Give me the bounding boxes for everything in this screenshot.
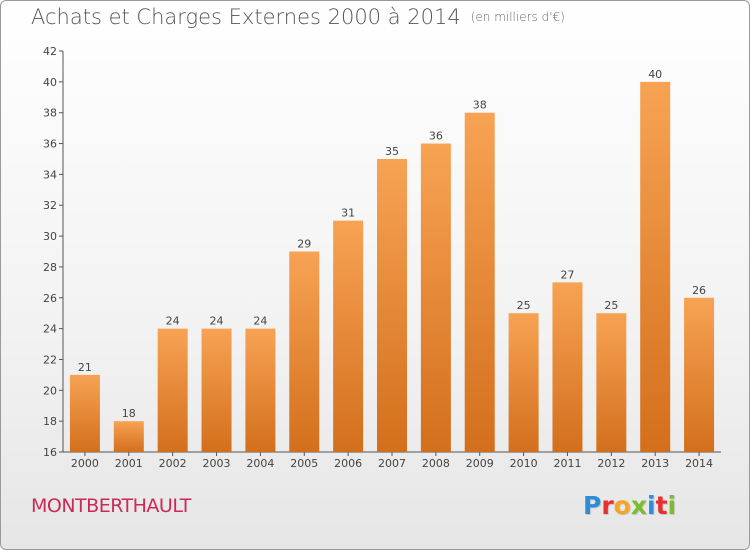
x-tick-label: 2001 [115, 457, 143, 470]
y-tick-label: 34 [43, 168, 57, 181]
data-label: 18 [122, 407, 136, 420]
bars [69, 81, 715, 453]
bar-2006 [333, 220, 364, 452]
y-tick-label: 32 [43, 199, 57, 212]
logo-letter: i [647, 491, 656, 520]
y-tick-label: 42 [43, 45, 57, 58]
data-label: 26 [692, 284, 706, 297]
x-tick-label: 2004 [246, 457, 274, 470]
x-tick-label: 2005 [290, 457, 318, 470]
bar-2001 [113, 421, 144, 452]
data-label: 36 [429, 130, 443, 143]
bar-2010 [508, 313, 539, 452]
bar-2013 [640, 81, 671, 452]
y-tick-label: 30 [43, 230, 57, 243]
bar-2007 [377, 158, 407, 452]
x-tick-label: 2007 [378, 457, 406, 470]
logo-letter: x [630, 491, 647, 520]
bar-2014 [684, 297, 715, 452]
bar-2012 [596, 313, 627, 452]
y-tick-label: 38 [43, 107, 57, 120]
data-label: 24 [210, 315, 224, 328]
bar-2002 [157, 328, 188, 452]
x-tick-label: 2008 [422, 457, 450, 470]
chart-title: Achats et Charges Externes 2000 à 2014 (e… [31, 5, 565, 29]
bar-2004 [245, 328, 276, 452]
data-label: 29 [297, 238, 311, 251]
data-label: 27 [560, 268, 574, 281]
data-label: 24 [253, 315, 267, 328]
data-label: 38 [473, 99, 487, 112]
y-tick-label: 18 [43, 415, 57, 428]
data-labels: 21 18 24 24 24 29 31 35 36 38 25 27 25 40 26 [78, 68, 706, 420]
y-tick-label: 20 [43, 384, 57, 397]
x-tick-label: 2003 [203, 457, 231, 470]
logo-letter: i [667, 491, 677, 520]
y-tick-label: 36 [43, 138, 57, 151]
x-tick-label: 2010 [510, 457, 538, 470]
data-label: 31 [341, 207, 355, 220]
title-text: Achats et Charges Externes 2000 à 2014 [31, 5, 461, 29]
x-tick-label: 2002 [159, 457, 187, 470]
y-tick-label: 24 [43, 323, 57, 336]
place-name: MONTBERTHAULT [31, 495, 191, 517]
chart-subtitle: (en milliers d'€) [470, 10, 565, 24]
data-label: 40 [648, 68, 662, 81]
bar-2009 [464, 112, 495, 452]
logo-letter: r [601, 491, 614, 520]
y-tick-label: 22 [43, 353, 57, 366]
logo-letter: o [613, 491, 631, 520]
bar-2003 [201, 328, 232, 452]
data-label: 25 [517, 299, 531, 312]
x-tick-label: 2006 [334, 457, 362, 470]
x-tick-label: 2000 [71, 457, 99, 470]
x-tick-label: 2011 [553, 457, 581, 470]
bar-2008 [420, 143, 451, 453]
y-tick-label: 26 [43, 292, 57, 305]
data-label: 25 [604, 299, 618, 312]
bar-2011 [552, 282, 583, 452]
y-tick-label: 16 [43, 446, 57, 459]
x-tick-label: 2009 [466, 457, 494, 470]
x-tick-label: 2012 [597, 457, 625, 470]
data-label: 35 [385, 145, 399, 158]
logo-letter: t [655, 491, 668, 520]
data-label: 21 [78, 361, 92, 374]
axes: 16 18 20 22 24 26 28 30 32 34 36 38 40 42 2000 2001 2002… [43, 45, 721, 470]
proxiti-logo[interactable]: Proxiti [583, 491, 676, 520]
logo-letter: P [583, 491, 602, 520]
bar-2005 [289, 251, 320, 452]
y-tick-label: 28 [43, 261, 57, 274]
data-label: 24 [166, 315, 180, 328]
bar-2000 [69, 374, 100, 452]
y-tick-label: 40 [43, 76, 57, 89]
x-tick-label: 2014 [685, 457, 713, 470]
x-tick-label: 2013 [641, 457, 669, 470]
